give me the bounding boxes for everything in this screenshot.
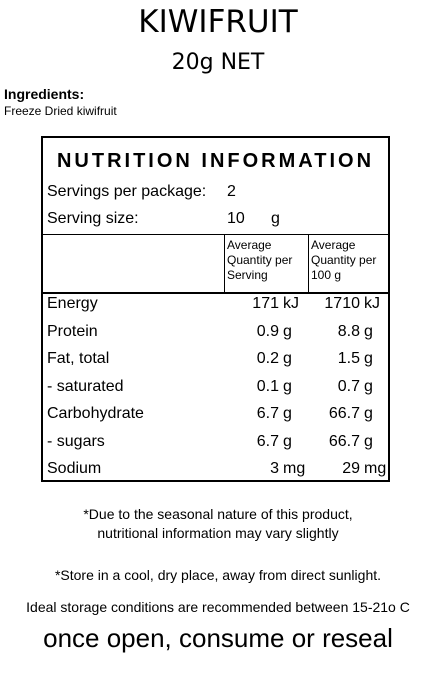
per100g-value: 29: [342, 460, 360, 477]
per100g-value: 66.7: [328, 432, 360, 450]
divider-header: [43, 292, 388, 294]
serving-size-value: 10: [227, 210, 245, 227]
serving-unit: g: [283, 322, 292, 340]
nutrition-heading: NUTRITION INFORMATION: [56, 150, 375, 172]
serving-unit: g: [283, 432, 292, 450]
ingredients-text: Freeze Dried kiwifruit: [4, 104, 117, 118]
ideal-storage-note: Ideal storage conditions are recommended…: [26, 599, 410, 615]
per100g-value: 1710: [324, 295, 360, 312]
serving-unit: g: [283, 377, 292, 395]
nutrient-label: Energy: [47, 295, 98, 312]
nutrition-panel: NUTRITION INFORMATION Servings per packa…: [41, 136, 390, 482]
serving-value: 3: [270, 460, 279, 477]
serving-unit: g: [283, 405, 292, 422]
serving-value: 0.1: [256, 377, 279, 395]
product-name: KIWIFRUIT: [138, 4, 298, 40]
serving-size-unit: g: [271, 210, 280, 227]
nutrient-label: Fat, total: [47, 350, 110, 367]
servings-label: Servings per package:: [47, 183, 207, 200]
serving-value: 171: [252, 295, 279, 312]
nutrient-label: Carbohydrate: [47, 405, 144, 422]
divider-top: [43, 234, 388, 235]
once-open-note: once open, consume or reseal: [43, 623, 393, 653]
col-head-serving: Average Quantity per Serving: [227, 238, 293, 282]
serving-size-label: Serving size:: [47, 210, 139, 227]
serving-unit: kJ: [283, 295, 299, 312]
storage-note: *Store in a cool, dry place, away from d…: [54, 567, 382, 583]
per100g-unit: g: [364, 432, 373, 450]
serving-value: 0.9: [256, 322, 279, 340]
serving-unit: mg: [283, 460, 306, 477]
servings-value: 2: [227, 183, 236, 200]
per100g-value: 0.7: [337, 377, 360, 395]
serving-value: 0.2: [256, 350, 279, 367]
serving-value: 6.7: [256, 405, 279, 422]
per100g-unit: kJ: [364, 295, 380, 312]
nutrient-label: - saturated: [47, 377, 124, 395]
net-weight: 20g NET: [171, 50, 265, 75]
per100g-unit: g: [364, 405, 373, 422]
per100g-unit: mg: [364, 460, 387, 477]
per100g-value: 1.5: [337, 350, 360, 367]
col-divider-2: [308, 234, 309, 292]
serving-value: 6.7: [256, 432, 279, 450]
nutrient-label: - sugars: [47, 432, 105, 450]
nutrient-label: Sodium: [47, 460, 102, 477]
per100g-unit: g: [364, 350, 373, 367]
per100g-value: 66.7: [328, 405, 360, 422]
seasonal-note: *Due to the seasonal nature of this prod…: [83, 506, 353, 541]
per100g-unit: g: [364, 322, 373, 340]
col-divider-1: [224, 234, 225, 292]
ingredients-heading: Ingredients:: [4, 86, 85, 102]
nutrient-label: Protein: [47, 322, 98, 340]
serving-unit: g: [283, 350, 292, 367]
col-head-100g: Average Quantity per 100 g: [311, 238, 377, 282]
per100g-value: 8.8: [337, 322, 360, 340]
per100g-unit: g: [364, 377, 373, 395]
